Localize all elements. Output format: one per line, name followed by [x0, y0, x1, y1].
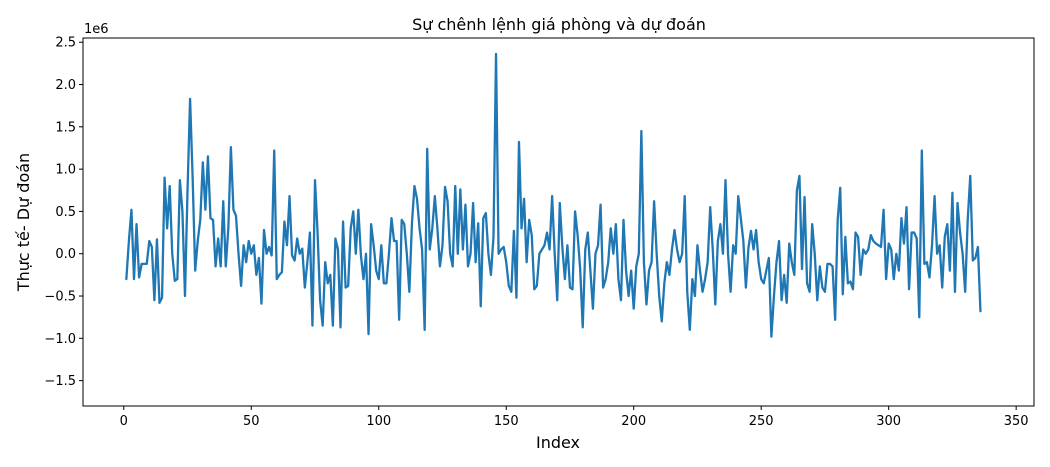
- x-tick-label: 200: [621, 414, 646, 429]
- x-tick-label: 350: [1004, 414, 1029, 429]
- x-tick-label: 250: [749, 414, 774, 429]
- y-tick-label: 0.5: [55, 205, 76, 220]
- x-axis-ticks: 0 50 100 150 200 250 300 350: [120, 406, 1029, 429]
- y-tick-label: 0.0: [55, 247, 76, 262]
- x-axis-title: Index: [536, 433, 580, 452]
- x-tick-label: 50: [243, 414, 260, 429]
- series-line-0: [125, 52, 982, 338]
- x-tick-label: 300: [876, 414, 901, 429]
- y-axis-ticks: −1.5 −1.0 −0.5 0.0 0.5 1.0 1.5 2.0 2.5: [44, 36, 83, 389]
- y-tick-label: −1.0: [44, 332, 76, 347]
- y-axis-title: Thực tế- Dự đoán: [14, 153, 33, 292]
- y-tick-label: −1.5: [44, 374, 76, 389]
- chart-title: Sự chênh lệnh giá phòng và dự đoán: [412, 15, 706, 34]
- x-tick-label: 100: [366, 414, 391, 429]
- plot-area: [125, 52, 982, 338]
- x-tick-label: 150: [494, 414, 519, 429]
- y-tick-label: 1.5: [55, 120, 76, 135]
- y-tick-label: 2.5: [55, 36, 76, 51]
- y-tick-label: 2.0: [55, 78, 76, 93]
- y-tick-label: −0.5: [44, 290, 76, 305]
- y-tick-label: 1.0: [55, 163, 76, 178]
- plot-frame: [82, 37, 1035, 407]
- x-tick-label: 0: [120, 414, 128, 429]
- y-axis-offset-label: 1e6: [84, 22, 109, 37]
